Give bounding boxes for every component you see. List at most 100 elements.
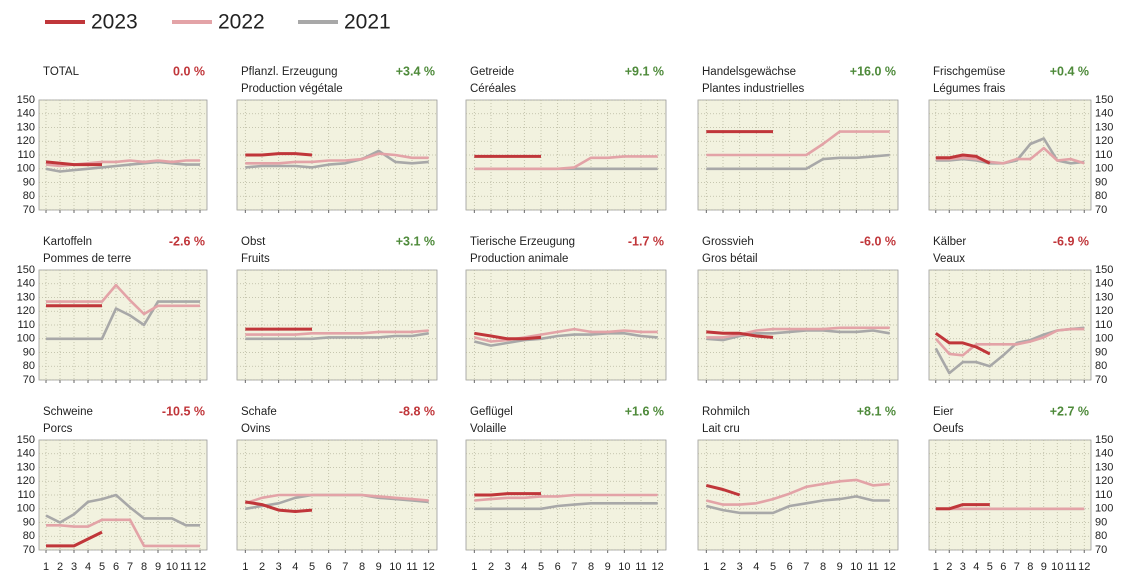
y-tick-label: 110 [17,149,35,161]
panel-subtitle: Fruits [241,253,270,265]
x-tick-label: 6 [787,561,793,573]
x-tick-label: 12 [1078,561,1090,573]
x-tick-label: 8 [1027,561,1033,573]
x-tick-label: 11 [867,561,878,573]
x-tick-label: 5 [309,561,315,573]
y-tick-label: 140 [1095,108,1113,120]
y-tick-label: 150 [1095,434,1113,446]
series-line [474,502,658,511]
series-line [45,160,200,173]
x-tick-label: 1 [703,561,709,573]
y-tick-label: 100 [1095,333,1113,345]
panel-title: Handelsgewächse [702,66,796,78]
series-line [245,152,429,165]
series-line [46,518,200,548]
panel-change: +16.0 % [850,64,896,78]
panel-change: -8.8 % [399,404,435,418]
panel-title: Obst [241,236,266,248]
panel-change: -1.7 % [628,234,664,248]
x-tick-label: 2 [946,561,952,573]
y-tick-label: 80 [23,190,35,202]
y-tick-label: 100 [1095,163,1113,175]
x-tick-label: 11 [406,561,417,573]
panel-change: +3.1 % [396,234,435,248]
panel-title: Geflügel [470,406,513,418]
panel-subtitle: Oeufs [933,423,964,435]
y-tick-label: 90 [1095,346,1107,358]
x-tick-label: 5 [987,561,993,573]
y-tick-label: 120 [17,475,35,487]
x-tick-label: 5 [770,561,776,573]
x-tick-label: 6 [326,561,332,573]
panel-subtitle: Gros bétail [702,253,758,265]
y-tick-label: 100 [17,503,35,515]
panel-title: Pflanzl. Erzeugung [241,66,338,78]
x-tick-label: 5 [99,561,105,573]
y-tick-label: 90 [23,176,35,188]
x-tick-label: 5 [538,561,544,573]
series-line [46,300,200,341]
y-tick-label: 140 [1095,278,1113,290]
y-tick-label: 90 [23,346,35,358]
y-tick-label: 120 [17,305,35,317]
panel-change: +1.6 % [625,404,664,418]
x-tick-label: 7 [127,561,133,573]
panel-subtitle: Porcs [43,423,73,435]
x-tick-label: 11 [180,561,191,573]
y-tick-label: 110 [1095,149,1113,161]
y-tick-label: 120 [1095,135,1113,147]
x-tick-label: 4 [973,561,979,573]
panel-subtitle: Production animale [470,253,568,265]
x-tick-label: 7 [571,561,577,573]
x-tick-label: 1 [933,561,939,573]
series-line [474,493,658,502]
y-tick-label: 130 [1095,291,1113,303]
x-tick-label: 2 [488,561,494,573]
y-tick-label: 90 [1095,516,1107,528]
panel-title: TOTAL [43,66,80,78]
series-line [473,332,658,347]
y-tick-label: 130 [1095,121,1113,133]
x-tick-label: 12 [652,561,664,573]
y-tick-label: 130 [17,291,35,303]
series-line [934,332,991,356]
y-tick-label: 100 [1095,503,1113,515]
x-tick-label: 10 [389,561,401,573]
x-tick-label: 6 [555,561,561,573]
panel-subtitle: Céréales [470,83,516,95]
x-tick-label: 10 [850,561,862,573]
series-line [705,495,890,515]
legend-label: 2023 [91,11,138,34]
series-line [245,500,313,513]
panel-change: -10.5 % [162,404,205,418]
series-line [935,146,1085,165]
panel-change: 0.0 % [173,64,205,78]
panel-subtitle: Légumes frais [933,83,1005,95]
panel-subtitle: Volaille [470,423,506,435]
y-tick-label: 100 [17,333,35,345]
series-line [705,483,741,497]
y-tick-label: 150 [1095,94,1113,106]
x-tick-label: 12 [884,561,896,573]
legend-label: 2022 [218,11,265,34]
x-tick-label: 8 [141,561,147,573]
x-tick-label: 2 [259,561,265,573]
y-tick-label: 70 [1095,204,1107,216]
panel-title: Tierische Erzeugung [470,236,575,248]
panel-change: -6.0 % [860,234,896,248]
x-tick-label: 9 [376,561,382,573]
x-tick-label: 4 [753,561,759,573]
series-line [474,331,542,341]
x-tick-label: 2 [57,561,63,573]
x-tick-label: 1 [471,561,477,573]
panel-subtitle: Ovins [241,423,271,435]
panel-title: Schweine [43,406,93,418]
x-tick-label: 7 [1014,561,1020,573]
x-tick-label: 4 [85,561,91,573]
panel-subtitle: Veaux [933,253,965,265]
x-tick-label: 9 [1041,561,1047,573]
y-tick-label: 110 [17,319,35,331]
panel-title: Grossvieh [702,236,754,248]
panel-title: Kartoffeln [43,236,92,248]
